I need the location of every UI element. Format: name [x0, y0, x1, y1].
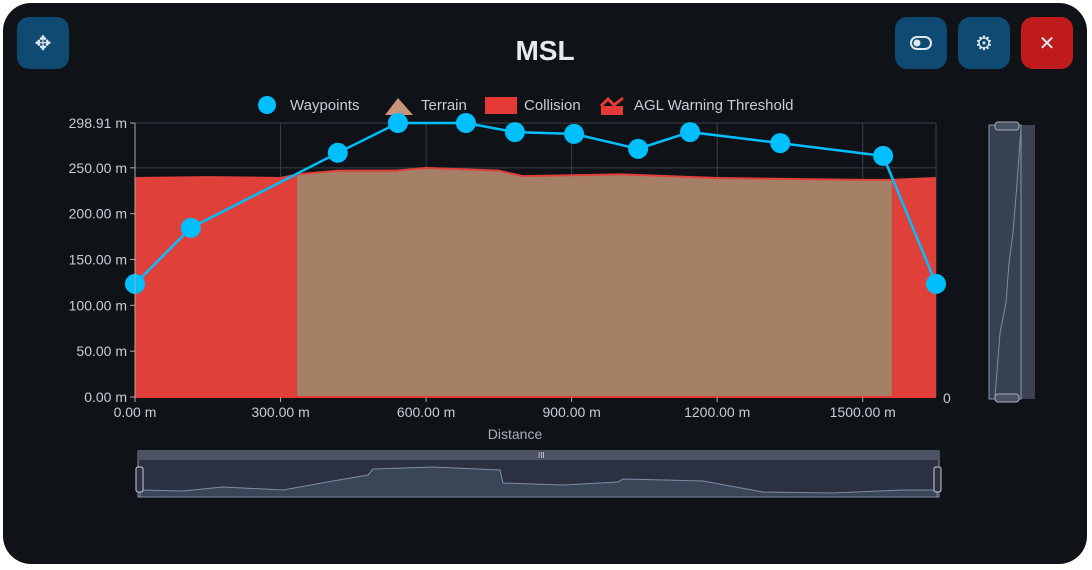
x-tick-label: 600.00 m: [397, 404, 455, 420]
elevation-profile-window: ✥ MSL ⚙ ✕ Waypoints Terrain Collision AG…: [3, 3, 1087, 564]
close-icon: ✕: [1038, 32, 1056, 55]
close-button[interactable]: ✕: [1021, 17, 1073, 69]
waypoint-marker[interactable]: [628, 138, 649, 159]
x-tick-label: 300.00 m: [251, 404, 309, 420]
x-axis-title: Distance: [488, 426, 543, 442]
x-tick-label: 1200.00 m: [684, 404, 750, 420]
waypoint-marker[interactable]: [873, 145, 894, 166]
legend-collision-icon: [485, 97, 517, 114]
legend-terrain: Terrain: [421, 97, 467, 114]
waypoint-marker[interactable]: [180, 217, 201, 238]
legend-waypoints-icon: [258, 96, 276, 114]
waypoint-marker[interactable]: [327, 142, 348, 163]
legend: Waypoints Terrain Collision AGL Warning …: [258, 96, 794, 115]
y-tick-label: 0.00 m: [84, 389, 127, 405]
x-tick-label: 1500.00 m: [830, 404, 896, 420]
move-icon: ✥: [34, 32, 52, 55]
slider-right-handle[interactable]: [933, 466, 942, 493]
waypoint-line: [134, 121, 938, 285]
terrain-area: [297, 168, 892, 397]
vertical-slider-top-handle[interactable]: [994, 121, 1020, 131]
legend-waypoints: Waypoints: [290, 97, 359, 114]
waypoint-marker[interactable]: [387, 113, 408, 133]
waypoint-marker[interactable]: [455, 113, 476, 133]
legend-agl-icon: [599, 96, 624, 115]
elevation-chart: Waypoints Terrain Collision AGL Warning …: [69, 96, 1035, 498]
waypoint-marker[interactable]: [926, 273, 946, 294]
vertical-slider-bottom-handle[interactable]: [994, 393, 1020, 403]
slider-grip-icon[interactable]: III: [538, 451, 545, 460]
toggle-button[interactable]: [895, 17, 947, 69]
waypoint-marker[interactable]: [504, 122, 525, 143]
legend-terrain-icon: [385, 98, 413, 115]
page-title: MSL: [515, 35, 575, 66]
slider-left-handle[interactable]: [135, 466, 144, 493]
horizontal-zoom-slider[interactable]: III: [135, 450, 942, 498]
settings-button[interactable]: ⚙: [958, 17, 1010, 69]
y-tick-label: 100.00 m: [69, 297, 127, 313]
legend-agl: AGL Warning Threshold: [634, 97, 794, 114]
gear-icon: ⚙: [975, 32, 993, 55]
x-tick-label: 0.00 m: [114, 404, 157, 420]
y-tick-label: 298.91 m: [69, 115, 127, 131]
right-axis-label: 0: [943, 390, 951, 406]
vertical-zoom-slider[interactable]: [988, 121, 1035, 403]
toggle-icon: [910, 36, 932, 50]
y-tick-label: 250.00 m: [69, 160, 127, 176]
waypoint-marker[interactable]: [680, 122, 701, 143]
y-tick-label: 150.00 m: [69, 252, 127, 268]
waypoint-marker[interactable]: [770, 133, 791, 154]
x-tick-label: 900.00 m: [542, 404, 600, 420]
y-tick-label: 200.00 m: [69, 206, 127, 222]
legend-collision: Collision: [524, 97, 581, 114]
y-tick-label: 50.00 m: [76, 343, 127, 359]
waypoint-marker[interactable]: [564, 123, 585, 144]
move-button[interactable]: ✥: [17, 17, 69, 69]
